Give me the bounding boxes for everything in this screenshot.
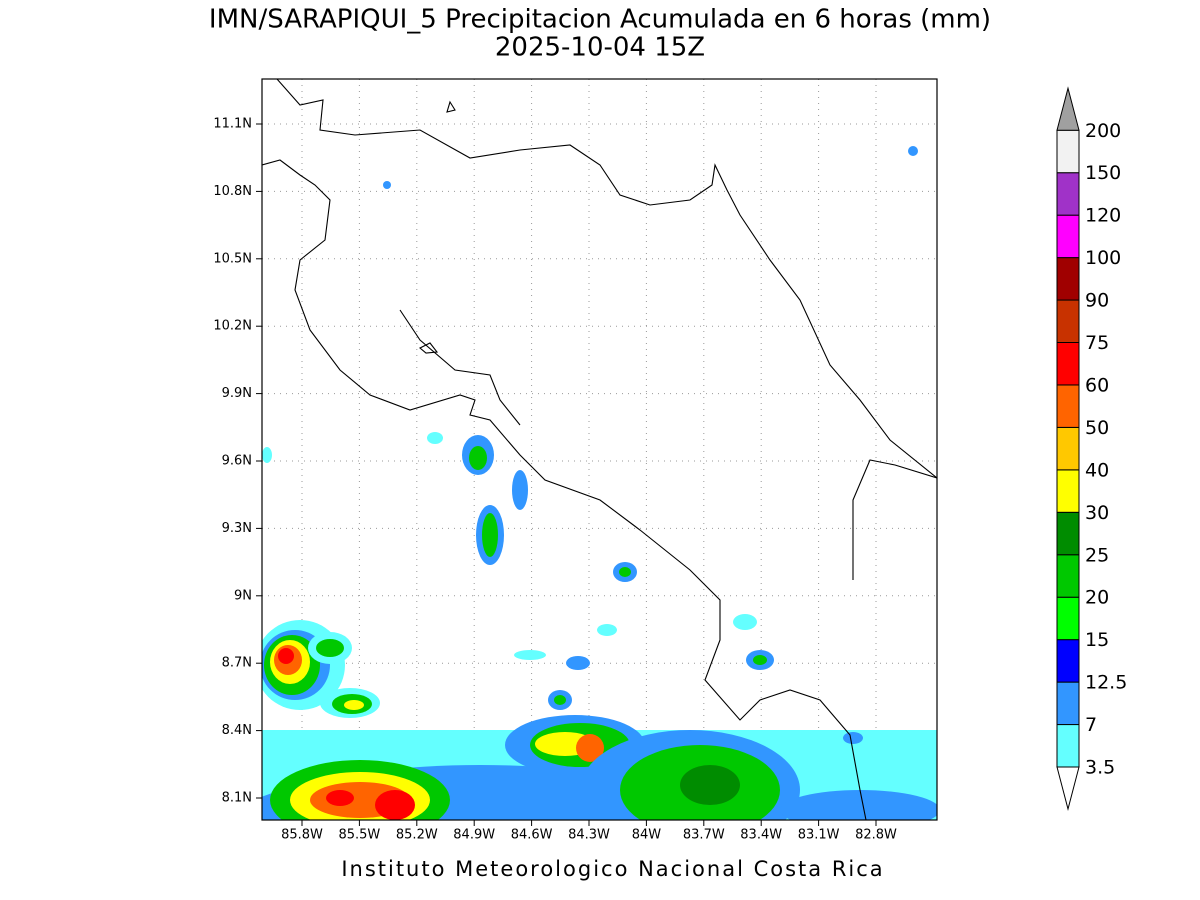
lon-tick-label: 83.7W	[683, 828, 725, 843]
colorbar-label: 30	[1085, 502, 1109, 524]
footer: Instituto Meteorologico Nacional Costa R…	[341, 857, 884, 881]
colorbar-swatch	[1056, 214, 1080, 259]
colorbar-label: 150	[1085, 162, 1121, 184]
colorbar-swatch	[1056, 384, 1080, 428]
colorbar-swatch	[1056, 724, 1080, 768]
lon-tick-label: 83.1W	[798, 828, 840, 843]
lon-tick-label: 83.4W	[740, 828, 782, 843]
colorbar-swatch	[1056, 299, 1080, 343]
colorbar-label: 100	[1085, 247, 1121, 269]
lon-tick-label: 84.3W	[568, 828, 610, 843]
lon-tick-label: 82.8W	[855, 828, 897, 843]
colorbar-label: 40	[1085, 459, 1109, 481]
colorbar-swatch	[1056, 129, 1080, 174]
lat-tick-label: 9.9N	[222, 386, 252, 401]
colorbar-label: 200	[1085, 120, 1121, 142]
colorbar-swatch	[1056, 426, 1080, 471]
lat-tick-label: 8.7N	[222, 656, 252, 671]
colorbar-label: 50	[1085, 417, 1109, 439]
colorbar-label: 3.5	[1085, 757, 1115, 779]
colorbar-under	[1056, 766, 1080, 811]
colorbar-swatch	[1056, 511, 1080, 556]
colorbar: 3.5 7 12.5 15 20 25 30 40 50 60 75 90 100 120 150 200	[1056, 86, 1127, 811]
colorbar-swatch	[1056, 639, 1080, 683]
lat-tick-label: 10.8N	[213, 184, 252, 199]
colorbar-label: 15	[1085, 629, 1109, 651]
colorbar-label: 25	[1085, 544, 1109, 566]
lon-tick-label: 85.8W	[281, 828, 323, 843]
lat-tick-label: 8.1N	[222, 791, 252, 806]
subtitle: 2025-10-04 15Z	[495, 33, 705, 63]
colorbar-swatch	[1056, 172, 1080, 216]
title: IMN/SARAPIQUI_5 Precipitacion Acumulada …	[209, 5, 991, 35]
colorbar-swatch	[1056, 681, 1080, 726]
colorbar-label: 75	[1085, 332, 1109, 354]
colorbar-label: 120	[1085, 205, 1121, 227]
map: 85.8W 85.5W 85.2W 84.9W 84.6W 84.3W 84W 83.7W 83…	[213, 78, 938, 843]
lon-tick-label: 85.2W	[396, 828, 438, 843]
lon-tick-label: 84.6W	[511, 828, 553, 843]
colorbar-swatch	[1056, 342, 1080, 386]
lat-tick-label: 8.4N	[222, 723, 252, 738]
lat-tick-label: 9.6N	[222, 454, 252, 469]
lat-tick-label: 9.3N	[222, 521, 252, 536]
colorbar-swatch	[1056, 257, 1080, 301]
colorbar-swatch	[1056, 554, 1080, 598]
colorbar-label: 12.5	[1085, 672, 1127, 694]
colorbar-over	[1056, 86, 1080, 131]
colorbar-label: 60	[1085, 374, 1109, 396]
colorbar-label: 7	[1085, 714, 1097, 736]
lon-tick-label: 84W	[632, 828, 662, 843]
lat-tick-label: 10.2N	[213, 319, 252, 334]
precipitation	[262, 146, 937, 820]
colorbar-label: 90	[1085, 290, 1109, 312]
lat-tick-label: 9N	[234, 588, 252, 603]
colorbar-swatch	[1056, 469, 1080, 513]
lat-tick-label: 10.5N	[213, 251, 252, 266]
ticks: 85.8W 85.5W 85.2W 84.9W 84.6W 84.3W 84W 83.7W 83…	[213, 117, 897, 843]
lon-tick-label: 85.5W	[338, 828, 380, 843]
colorbar-swatch	[1056, 596, 1080, 641]
lon-tick-label: 84.9W	[453, 828, 495, 843]
colorbar-label: 20	[1085, 587, 1109, 609]
lat-tick-label: 11.1N	[213, 117, 252, 132]
coastline	[262, 79, 937, 820]
